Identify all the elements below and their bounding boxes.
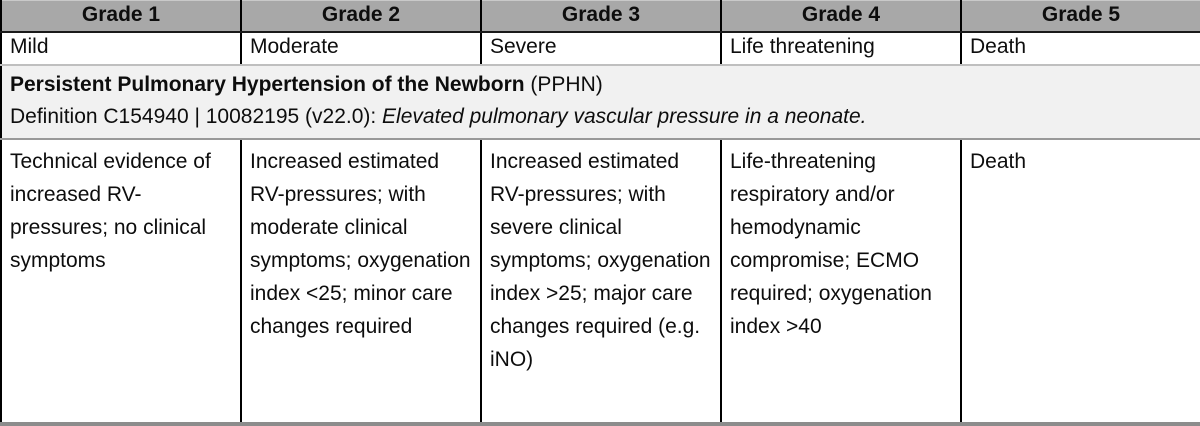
grade-3-severity: Severe	[480, 31, 721, 66]
grade-1-severity: Mild	[1, 31, 241, 66]
definition-text: Elevated pulmonary vascular pressure in …	[382, 104, 867, 128]
condition-name: Persistent Pulmonary Hypertension of the…	[10, 72, 525, 96]
severity-row: Mild Moderate Severe Life threatening De…	[1, 31, 1200, 66]
grade-5-header: Grade 5	[960, 0, 1200, 33]
grade-header-row: Grade 1 Grade 2 Grade 3 Grade 4 Grade 5	[1, 0, 1200, 33]
grade-1-criteria: Technical evidence of increased RV-press…	[1, 138, 241, 424]
grade-5-criteria: Death	[960, 138, 1200, 424]
grade-2-criteria: Increased estimated RV-pressures; with m…	[240, 138, 481, 424]
condition-definition-line: Definition C154940 | 10082195 (v22.0): E…	[10, 101, 1192, 133]
criteria-row: Technical evidence of increased RV-press…	[1, 138, 1200, 424]
grade-2-severity: Moderate	[240, 31, 481, 66]
definition-code: Definition C154940 | 10082195 (v22.0):	[10, 104, 383, 128]
grade-2-header: Grade 2	[240, 0, 481, 33]
condition-definition-row: Persistent Pulmonary Hypertension of the…	[1, 64, 1200, 140]
condition-abbreviation: (PPHN)	[524, 72, 603, 96]
grade-4-criteria: Life-threatening respiratory and/or hemo…	[720, 138, 961, 424]
condition-title-line: Persistent Pulmonary Hypertension of the…	[10, 69, 1192, 101]
condition-definition-cell: Persistent Pulmonary Hypertension of the…	[1, 64, 1200, 140]
grade-4-severity: Life threatening	[720, 31, 961, 66]
grade-4-header: Grade 4	[720, 0, 961, 33]
grade-3-header: Grade 3	[480, 0, 721, 33]
grade-5-severity: Death	[960, 31, 1200, 66]
grade-3-criteria: Increased estimated RV-pressures; with s…	[480, 138, 721, 424]
grade-1-header: Grade 1	[1, 0, 241, 33]
